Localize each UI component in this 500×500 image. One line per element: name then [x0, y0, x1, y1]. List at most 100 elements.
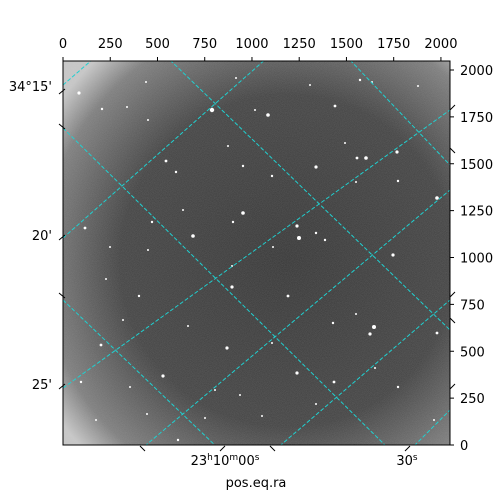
top-tick-label: 1250 — [283, 37, 316, 52]
star — [209, 107, 215, 113]
star — [182, 209, 184, 211]
dec-tick-label: 25' — [32, 378, 52, 393]
star — [191, 234, 195, 238]
star — [333, 104, 337, 108]
star — [83, 226, 87, 230]
star — [204, 417, 206, 419]
grid-line — [145, 189, 450, 445]
star — [126, 106, 128, 108]
dec-tick — [58, 88, 66, 95]
star — [270, 174, 274, 178]
star — [187, 325, 189, 327]
star — [271, 342, 273, 344]
dec-tick-label: 20' — [32, 229, 52, 244]
star — [105, 278, 107, 280]
star — [214, 389, 216, 391]
dec-tick — [58, 234, 66, 241]
coordinate-grid — [63, 61, 450, 445]
grid-line — [280, 299, 450, 445]
top-tick-label: 750 — [192, 37, 217, 52]
ra-tick — [404, 445, 411, 452]
star — [231, 220, 235, 224]
grid-line — [350, 61, 450, 166]
star — [145, 81, 147, 83]
star — [164, 159, 168, 163]
star — [309, 84, 311, 86]
star — [235, 77, 237, 79]
star — [100, 107, 104, 111]
right-world-tick — [449, 291, 456, 298]
x-axis-label: pos.eq.ra — [226, 476, 287, 491]
dec-tick — [58, 292, 66, 299]
star — [295, 224, 299, 228]
star — [109, 246, 111, 248]
right-tick-label: 0 — [460, 439, 468, 454]
right-tick-label: 1750 — [460, 111, 493, 126]
star — [331, 321, 335, 325]
star — [332, 380, 336, 384]
star — [355, 181, 357, 183]
right-tick-label: 250 — [460, 392, 485, 407]
star — [435, 331, 439, 335]
star — [314, 231, 318, 235]
star — [266, 113, 270, 117]
ra-tick — [139, 445, 146, 452]
star — [146, 413, 148, 415]
grid-line — [170, 61, 450, 331]
star — [241, 211, 245, 215]
star — [227, 145, 229, 147]
right-tick-label: 750 — [460, 298, 485, 313]
star — [99, 343, 103, 347]
star — [147, 119, 149, 121]
right-world-tick — [449, 383, 456, 390]
right-world-tick — [449, 147, 456, 154]
right-tick-label: 1500 — [460, 158, 493, 173]
dec-tick — [58, 123, 66, 130]
star — [355, 156, 359, 160]
star — [355, 313, 357, 315]
star — [372, 325, 376, 329]
star — [297, 236, 301, 240]
star — [391, 253, 395, 257]
star — [368, 332, 372, 336]
grid-line — [63, 299, 216, 445]
star — [433, 419, 435, 421]
sky-noise — [63, 61, 450, 445]
plot-frame — [62, 60, 451, 446]
grid-line — [63, 61, 265, 239]
star — [230, 285, 234, 289]
right-world-tick — [449, 317, 456, 324]
star — [79, 380, 83, 384]
star — [129, 386, 131, 388]
star — [358, 78, 362, 82]
star — [261, 415, 263, 417]
grid-line — [63, 127, 386, 445]
dec-tick-label: 34°15' — [9, 80, 52, 95]
top-tick-label: 0 — [59, 37, 67, 52]
star — [174, 170, 178, 174]
top-tick-label: 1500 — [330, 37, 363, 52]
star — [272, 246, 274, 248]
star — [315, 403, 317, 405]
right-tick-label: 500 — [460, 345, 485, 360]
star — [344, 142, 346, 144]
star — [395, 150, 399, 154]
star — [137, 294, 141, 298]
star — [150, 220, 154, 224]
right-tick-label: 2000 — [460, 64, 493, 79]
dec-axis: 34°15' 20' 25' — [9, 80, 66, 393]
right-pixel-axis: 0 250 500 750 1000 1250 1500 1750 2000 — [449, 64, 493, 454]
star — [435, 196, 439, 200]
star — [254, 109, 256, 111]
sky-image — [63, 61, 450, 445]
ra-tick — [219, 445, 226, 452]
star — [122, 319, 124, 321]
ra-tick — [269, 445, 276, 452]
star — [374, 367, 376, 369]
right-tick-label: 1250 — [460, 205, 493, 220]
star — [396, 179, 400, 183]
right-tick-label: 1000 — [460, 252, 493, 267]
ra-tick-label: 23h10m00s — [191, 453, 260, 469]
top-tick-label: 500 — [145, 37, 170, 52]
